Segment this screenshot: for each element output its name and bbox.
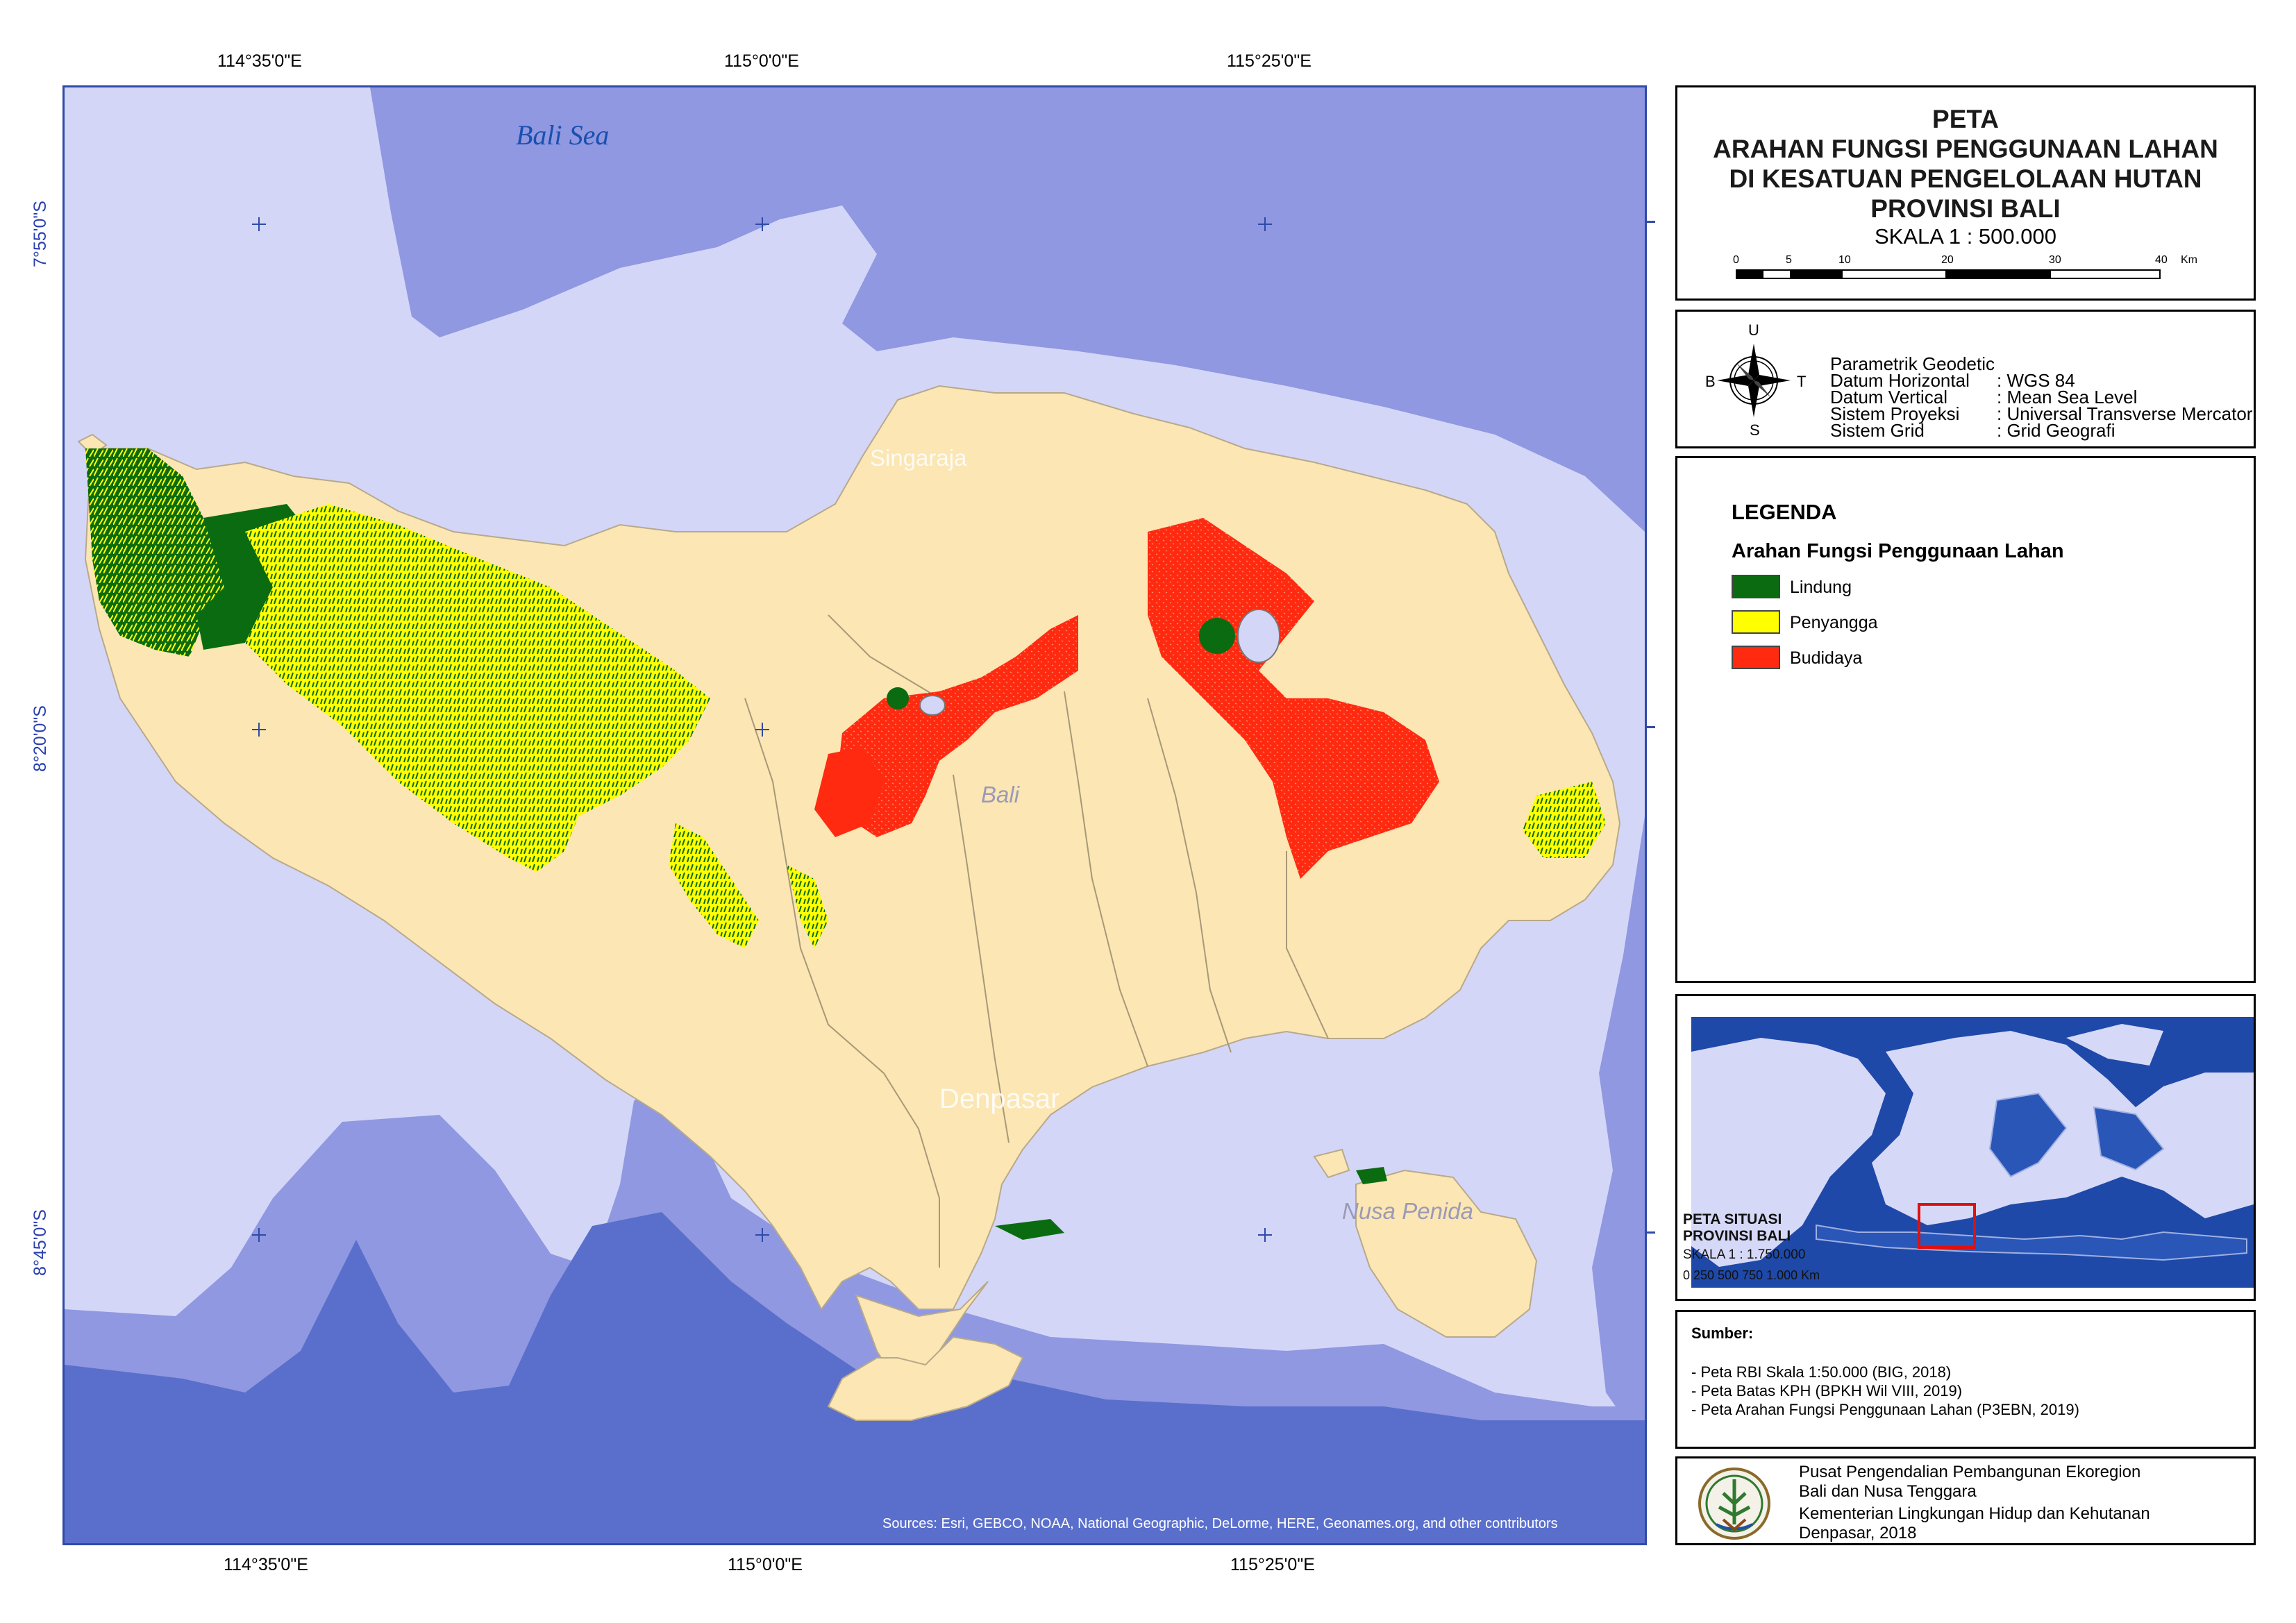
title-line-4: PROVINSI BALI bbox=[1870, 194, 2061, 223]
credit-line-3: Kementerian Lingkungan Hidup dan Kehutan… bbox=[1799, 1504, 2150, 1523]
inset-title-2: PROVINSI BALI bbox=[1683, 1228, 1791, 1244]
scalebar-tick-30: 30 bbox=[2049, 254, 2061, 266]
scalebar-seg-3 bbox=[1945, 271, 2051, 278]
title-line-3: DI KESATUAN PENGELOLAAN HUTAN bbox=[1729, 165, 2202, 193]
regency-boundaries bbox=[744, 614, 1329, 1268]
scalebar-unit: Km bbox=[2181, 254, 2197, 266]
sources-heading: Sumber: bbox=[1691, 1325, 1754, 1342]
batur-crater-lindung[interactable] bbox=[1199, 618, 1235, 654]
param-value-2: : Mean Sea Level bbox=[1997, 387, 2138, 407]
credit-line-4: Denpasar, 2018 bbox=[1799, 1524, 1917, 1542]
map-attribution: Sources: Esri, GEBCO, NOAA, National Geo… bbox=[882, 1516, 1558, 1531]
lindung-bukit[interactable] bbox=[995, 1219, 1064, 1240]
budidaya-central[interactable] bbox=[835, 615, 1078, 837]
bukit-south bbox=[827, 1336, 1024, 1421]
scalebar-tick-20: 20 bbox=[1941, 254, 1954, 266]
penyangga-south-2[interactable] bbox=[787, 865, 828, 948]
scale-bar: 0 5 10 20 30 40 Km bbox=[1733, 254, 2205, 282]
legend-swatch-lindung bbox=[1732, 575, 1780, 598]
compass-e: T bbox=[1797, 373, 1807, 390]
title-box: PETA ARAHAN FUNGSI PENGGUNAAN LAHAN DI K… bbox=[1675, 85, 2256, 301]
param-label-4: Sistem Grid bbox=[1830, 420, 1925, 441]
klhk-logo-icon bbox=[1698, 1468, 1770, 1540]
bratan-lindung[interactable] bbox=[887, 687, 909, 709]
tick-right-1 bbox=[1647, 221, 1655, 223]
lat-label-left-3: 8°45'0"S bbox=[31, 1209, 50, 1276]
title-line-1: PETA bbox=[1932, 105, 1999, 133]
source-item-3: - Peta Arahan Fungsi Penggunaan Lahan (P… bbox=[1691, 1401, 2079, 1418]
lindung-penida[interactable] bbox=[1356, 1167, 1387, 1184]
params-box: U S B T Parametrik Geodetic Datum Horizo… bbox=[1675, 310, 2256, 448]
tick-right-2 bbox=[1647, 726, 1655, 728]
param-label-1: Datum Horizontal bbox=[1830, 370, 1970, 391]
inset-title-1: PETA SITUASI bbox=[1683, 1211, 1782, 1227]
inset-map-canvas[interactable] bbox=[1677, 996, 2254, 1299]
sea-deep-east bbox=[1592, 816, 1645, 1448]
legend-box: LEGENDA Arahan Fungsi Penggunaan Lahan L… bbox=[1675, 456, 2256, 983]
scalebar-seg-1 bbox=[1737, 271, 1763, 278]
legend-subtitle: Arahan Fungsi Penggunaan Lahan bbox=[1732, 540, 2064, 562]
penyangga-east[interactable] bbox=[1523, 782, 1606, 858]
sources-box: Sumber: - Peta RBI Skala 1:50.000 (BIG, … bbox=[1675, 1310, 2256, 1449]
compass-w: B bbox=[1705, 373, 1716, 390]
inset-scalebar: 0 250 500 750 1.000 Km bbox=[1683, 1268, 1820, 1282]
nusa-penida[interactable] bbox=[1355, 1169, 1538, 1338]
penyangga-west[interactable] bbox=[245, 504, 710, 872]
lon-label-bottom-3: 115°25'0"E bbox=[1230, 1555, 1315, 1574]
compass-rose-icon bbox=[1717, 344, 1791, 417]
lon-label-bottom-2: 115°0'0"E bbox=[728, 1555, 803, 1574]
graticule-crosses bbox=[252, 217, 1272, 1242]
title-line-2: ARAHAN FUNGSI PENGGUNAAN LAHAN bbox=[1713, 135, 2218, 163]
inset-scale: SKALA 1 : 1.750.000 bbox=[1683, 1247, 1806, 1262]
lon-label-top-2: 115°0'0"E bbox=[724, 51, 799, 71]
lon-label-top-3: 115°25'0"E bbox=[1227, 51, 1312, 71]
inset-locator-box bbox=[1918, 1203, 1976, 1249]
params-heading: Parametrik Geodetic bbox=[1830, 353, 1995, 374]
legend-label-penyangga: Penyangga bbox=[1790, 613, 1878, 632]
nusa-lembongan bbox=[1313, 1148, 1350, 1179]
compass-n: U bbox=[1748, 321, 1759, 339]
map-frame[interactable]: Bali Sea Singaraja Bali Denpasar Nusa Pe… bbox=[62, 85, 1647, 1545]
map-canvas[interactable] bbox=[65, 87, 1645, 1543]
scalebar-tick-10: 10 bbox=[1838, 254, 1851, 266]
inset-map-box[interactable]: PETA SITUASI PROVINSI BALI SKALA 1 : 1.7… bbox=[1675, 994, 2256, 1301]
source-item-2: - Peta Batas KPH (BPKH Wil VIII, 2019) bbox=[1691, 1382, 1963, 1399]
budidaya-central-2[interactable] bbox=[814, 747, 884, 837]
scalebar-seg-2 bbox=[1790, 271, 1843, 278]
lon-label-top-1: 114°35'0"E bbox=[217, 51, 302, 71]
credit-box: Pusat Pengendalian Pembangunan Ekoregion… bbox=[1675, 1456, 2256, 1545]
lake-bratan bbox=[919, 695, 946, 716]
label-bali: Bali bbox=[981, 782, 1020, 807]
source-item-1: - Peta RBI Skala 1:50.000 (BIG, 2018) bbox=[1691, 1363, 1952, 1381]
legend-label-budidaya: Budidaya bbox=[1790, 648, 1863, 668]
scalebar-tick-5: 5 bbox=[1786, 254, 1792, 266]
lat-label-left-1: 7°55'0"S bbox=[31, 201, 50, 267]
penyangga-south-1[interactable] bbox=[669, 823, 759, 948]
credit-line-1: Pusat Pengendalian Pembangunan Ekoregion bbox=[1799, 1463, 2141, 1481]
legend-label-lindung: Lindung bbox=[1790, 578, 1852, 597]
param-label-2: Datum Vertical bbox=[1830, 387, 1948, 407]
param-label-3: Sistem Proyeksi bbox=[1830, 403, 1960, 424]
label-denpasar: Denpasar bbox=[939, 1084, 1060, 1114]
scalebar-tick-40: 40 bbox=[2155, 254, 2168, 266]
param-value-4: : Grid Geografi bbox=[1997, 420, 2115, 441]
label-bali-sea: Bali Sea bbox=[516, 119, 610, 151]
lon-label-bottom-1: 114°35'0"E bbox=[224, 1555, 308, 1574]
lake-batur bbox=[1237, 609, 1280, 663]
credit-line-2: Bali dan Nusa Tenggara bbox=[1799, 1482, 1977, 1501]
param-value-1: : WGS 84 bbox=[1997, 370, 2075, 391]
legend-title: LEGENDA bbox=[1732, 500, 1837, 524]
compass-s: S bbox=[1750, 421, 1760, 439]
scale-text: SKALA 1 : 500.000 bbox=[1875, 224, 2056, 249]
sea-deep-north bbox=[370, 87, 1645, 532]
tick-right-3 bbox=[1647, 1231, 1655, 1234]
scalebar-tick-0: 0 bbox=[1733, 254, 1739, 266]
label-singaraja: Singaraja bbox=[870, 445, 967, 471]
legend-swatch-penyangga bbox=[1732, 610, 1780, 634]
label-nusa-penida: Nusa Penida bbox=[1342, 1198, 1473, 1224]
budidaya-east[interactable] bbox=[1148, 518, 1439, 879]
lat-label-left-2: 8°20'0"S bbox=[31, 705, 50, 772]
param-value-3: : Universal Transverse Mercator bbox=[1997, 403, 2253, 424]
legend-swatch-budidaya bbox=[1732, 646, 1780, 669]
